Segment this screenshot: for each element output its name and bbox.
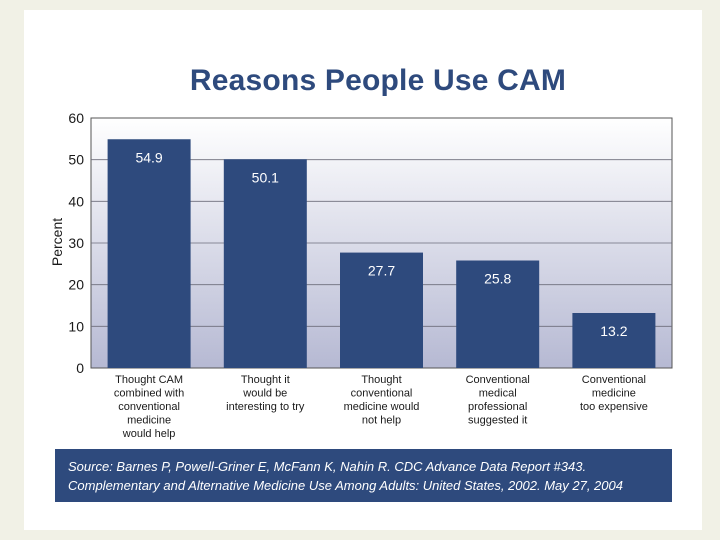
x-category-label-line: not help xyxy=(362,415,401,427)
x-category-label-line: suggested it xyxy=(468,415,527,427)
bar-value-label: 54.9 xyxy=(135,149,162,165)
x-category-label-line: conventional xyxy=(351,388,413,400)
x-category-label-line: Conventional xyxy=(466,374,530,386)
x-category-label-line: medical xyxy=(479,388,517,400)
y-tick-label: 30 xyxy=(68,235,84,251)
x-category-label-line: medicine would xyxy=(344,401,420,413)
x-category-label-line: Thought CAM xyxy=(115,374,183,386)
y-tick-label: 0 xyxy=(76,360,84,376)
x-category-label: Thought CAM combined with conventional medi… xyxy=(114,374,184,440)
bar xyxy=(572,313,656,368)
bar xyxy=(456,260,540,368)
x-category-label-line: combined with xyxy=(114,388,184,400)
y-axis-label: Percent xyxy=(49,218,65,266)
bar-value-label: 25.8 xyxy=(484,271,511,287)
x-category-label-line: Thought it xyxy=(241,374,290,386)
y-tick-label: 10 xyxy=(68,318,84,334)
y-tick-label: 20 xyxy=(68,277,84,293)
x-category-label-line: would be xyxy=(242,388,287,400)
y-tick-label: 50 xyxy=(68,152,84,168)
y-tick-label: 40 xyxy=(68,193,84,209)
x-category-label-line: professional xyxy=(468,401,527,413)
x-category-label: Thought it would be interesting to try xyxy=(226,374,305,413)
source-citation: Source: Barnes P, Powell-Griner E, McFan… xyxy=(55,449,672,502)
bar-value-label: 50.1 xyxy=(252,169,279,185)
y-tick-label: 60 xyxy=(68,110,84,126)
source-line-2: Complementary and Alternative Medicine U… xyxy=(68,478,623,493)
bar xyxy=(340,252,423,368)
x-category-label-line: interesting to try xyxy=(226,401,305,413)
bar-value-label: 13.2 xyxy=(600,323,627,339)
chart-title: Reasons People Use CAM xyxy=(189,64,567,97)
x-category-label-line: medicine xyxy=(127,415,171,427)
bar xyxy=(223,159,307,368)
x-category-label: Conventional medical professional suggested… xyxy=(466,374,530,427)
x-category-label-line: Thought xyxy=(361,374,401,386)
x-category-label-line: too expensive xyxy=(580,401,648,413)
x-category-label-line: conventional xyxy=(118,401,180,413)
x-category-label: Conventional medicine too expensive xyxy=(580,374,648,413)
x-category-label-line: would help xyxy=(122,428,176,440)
source-line-1: Source: Barnes P, Powell-Griner E, McFan… xyxy=(68,459,587,474)
bar-value-label: 27.7 xyxy=(368,263,395,279)
x-category-label-line: medicine xyxy=(592,388,636,400)
x-category-label: Thought conventional medicine would not hel… xyxy=(344,374,420,427)
x-category-label-line: Conventional xyxy=(582,374,646,386)
bar xyxy=(107,139,191,368)
